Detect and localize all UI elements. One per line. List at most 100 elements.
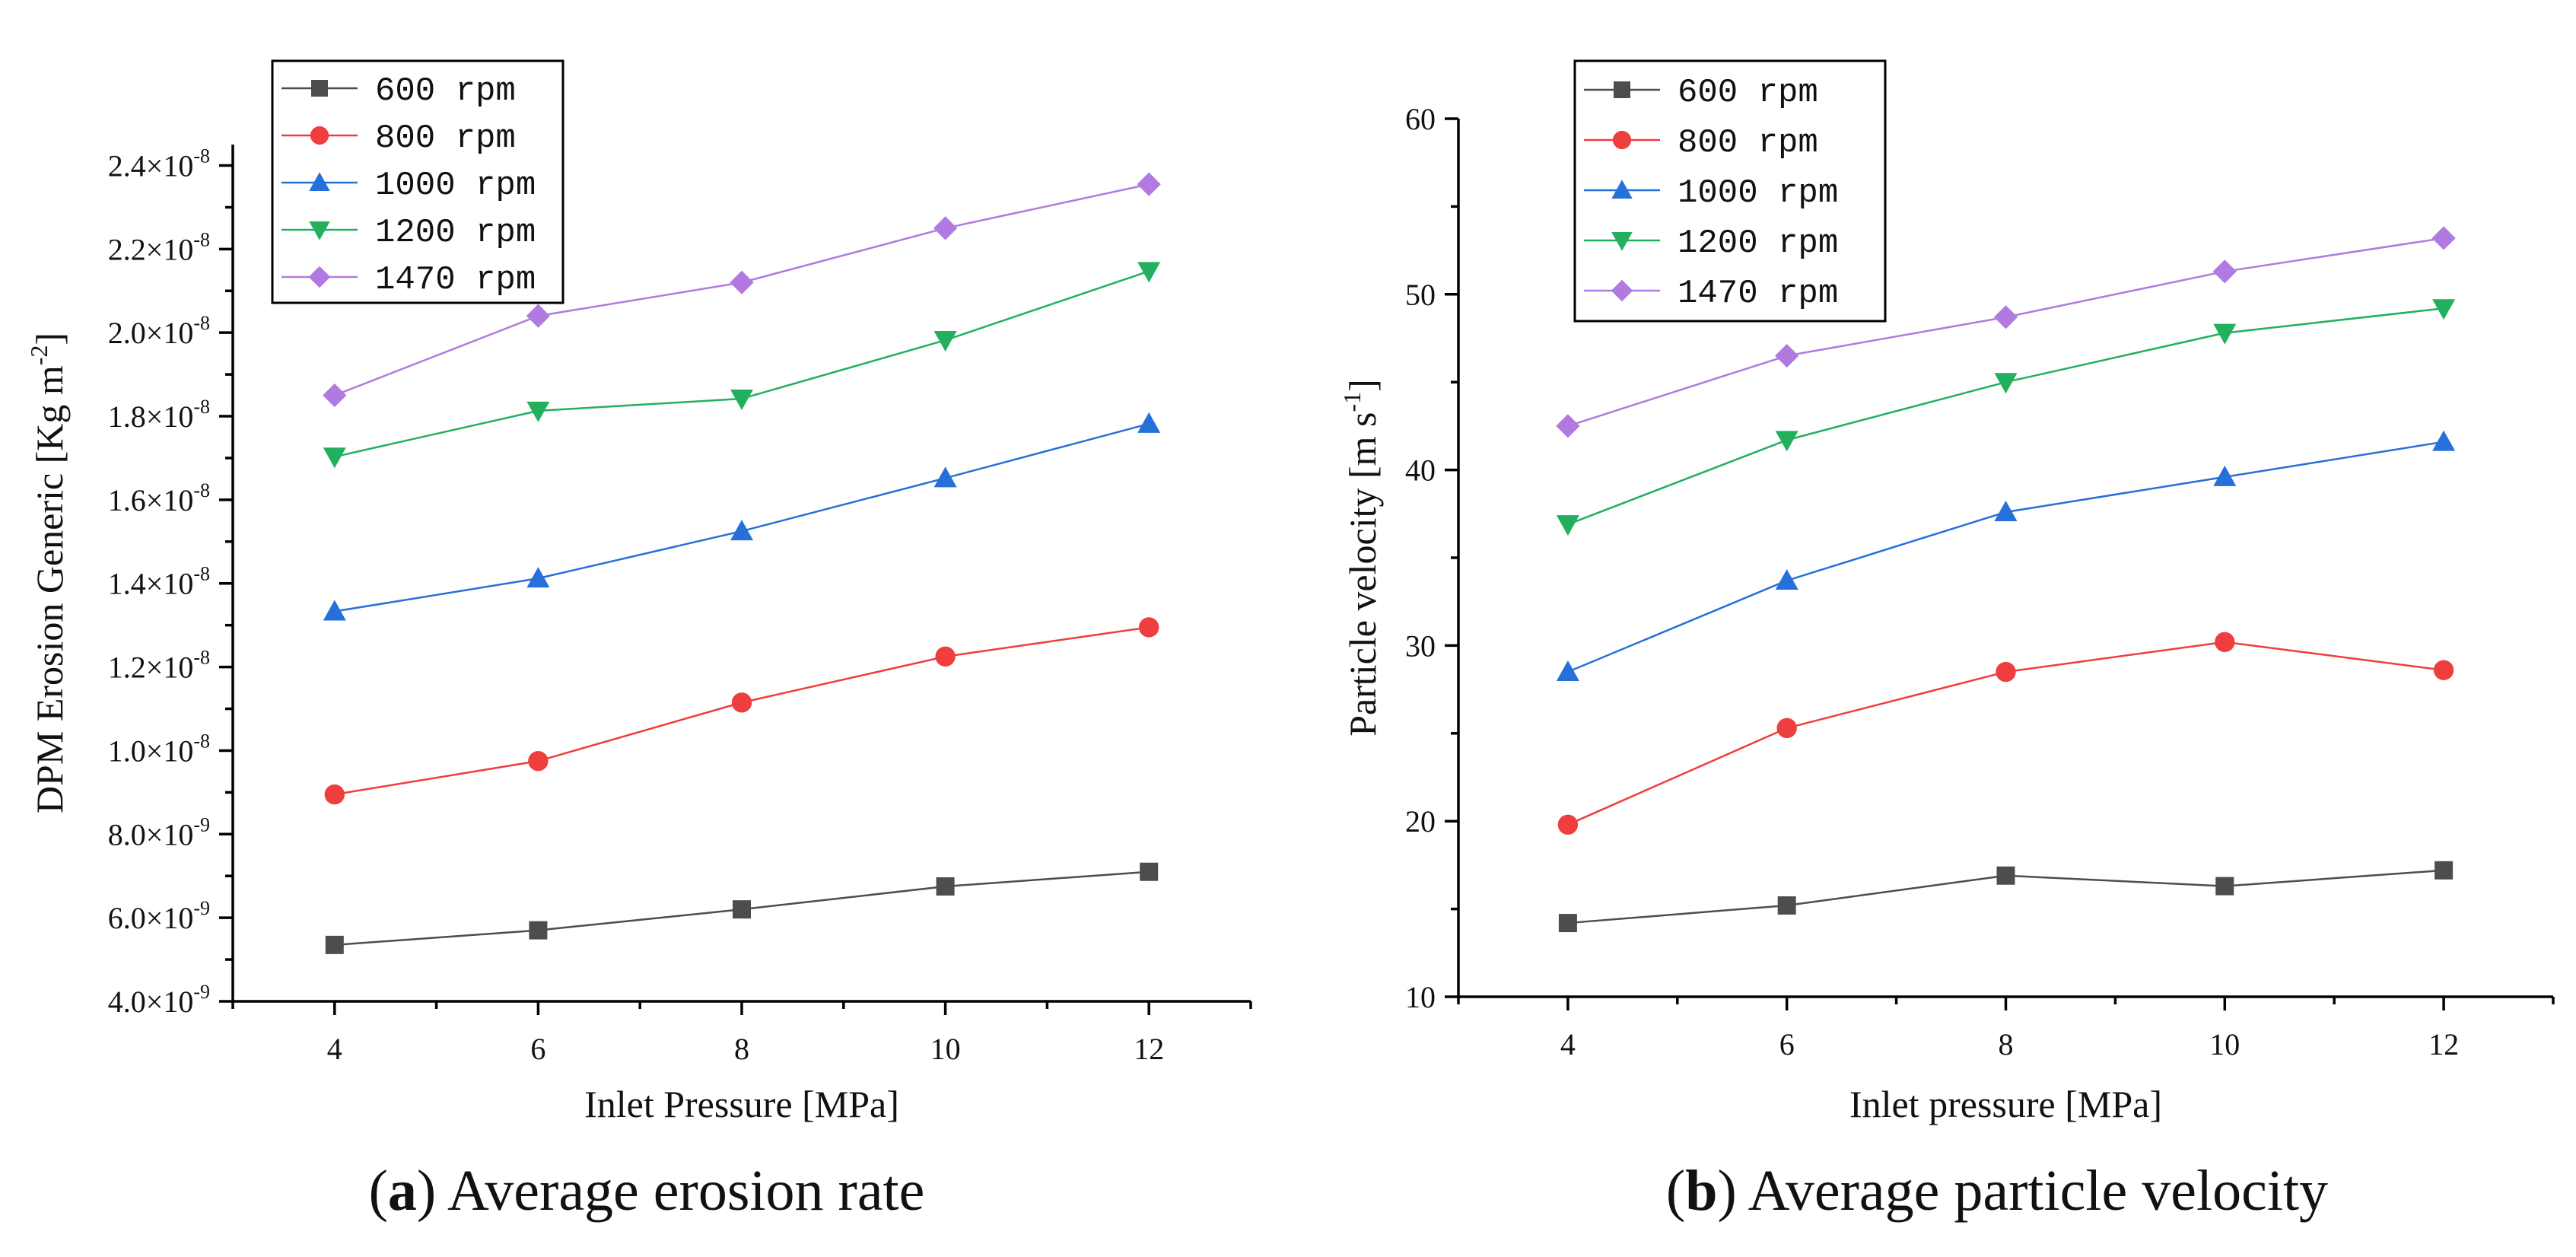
y-tick-times: ×10 bbox=[146, 901, 194, 935]
y-axis-title: Particle velocity [m s-1] bbox=[1338, 379, 1384, 737]
legend: 600 rpm 800 rpm 1000 rpm 1200 rpm 1470 rpm bbox=[271, 59, 564, 304]
data-point bbox=[1137, 412, 1161, 433]
panel-caption: (a) Average erosion rate bbox=[369, 1159, 925, 1223]
legend-label: 1200 rpm bbox=[375, 214, 536, 252]
y-tick-text: 30 bbox=[1405, 628, 1436, 663]
y-axis-title-text: DPM Erosion Generic [Kg m bbox=[28, 365, 71, 813]
y-tick-mantissa: 1.4 bbox=[108, 567, 146, 601]
x-tick-label: 10 bbox=[2209, 1027, 2240, 1061]
data-point bbox=[1556, 515, 1579, 536]
data-point bbox=[730, 520, 753, 541]
legend: 600 rpm 800 rpm 1000 rpm 1200 rpm 1470 rpm bbox=[1573, 59, 1887, 323]
data-point bbox=[2215, 632, 2235, 652]
data-point bbox=[1556, 660, 1579, 682]
data-point bbox=[730, 270, 754, 294]
y-tick-label: 40 bbox=[1405, 453, 1436, 488]
y-tick-exponent: -8 bbox=[193, 312, 210, 334]
y-tick-times: ×10 bbox=[146, 985, 194, 1019]
y-tick-label: 2.0×10-8 bbox=[108, 312, 210, 350]
caption-paren-open: ( bbox=[369, 1159, 388, 1223]
y-tick-mantissa: 2.2 bbox=[108, 232, 146, 266]
legend-marker bbox=[308, 266, 331, 288]
y-tick-text: 20 bbox=[1405, 804, 1436, 839]
y-tick-exponent: -9 bbox=[193, 981, 210, 1003]
y-tick-mantissa: 4.0 bbox=[108, 985, 146, 1019]
legend-marker bbox=[1611, 232, 1633, 251]
legend-label: 600 rpm bbox=[1678, 74, 1818, 112]
y-tick-mantissa: 1.8 bbox=[108, 399, 146, 434]
x-tick-label: 8 bbox=[1999, 1027, 2014, 1061]
data-point bbox=[529, 921, 548, 940]
y-tick-label: 1.0×10-8 bbox=[108, 730, 210, 768]
y-tick-label: 8.0×10-9 bbox=[108, 813, 210, 851]
y-tick-text: 40 bbox=[1405, 453, 1436, 488]
caption-panel-label: a bbox=[388, 1159, 417, 1223]
x-tick-label: 6 bbox=[1779, 1027, 1795, 1061]
y-tick-times: ×10 bbox=[146, 567, 194, 601]
y-tick-text: 60 bbox=[1405, 102, 1436, 136]
y-tick-label: 20 bbox=[1405, 804, 1436, 839]
data-point bbox=[1996, 661, 2016, 683]
data-point bbox=[526, 567, 550, 588]
data-point bbox=[936, 877, 955, 896]
data-point bbox=[1557, 814, 1579, 835]
y-tick-mantissa: 6.0 bbox=[108, 901, 146, 935]
y-tick-exponent: -8 bbox=[193, 647, 210, 669]
data-point bbox=[2431, 226, 2456, 250]
legend-label: 1470 rpm bbox=[1678, 275, 1838, 313]
data-point bbox=[526, 304, 550, 328]
panel-caption: (b) Average particle velocity bbox=[1666, 1159, 2328, 1223]
y-tick-mantissa: 8.0 bbox=[108, 817, 146, 851]
legend-marker bbox=[1611, 279, 1633, 302]
y-axis-title-bracket: ] bbox=[28, 333, 71, 345]
y-tick-label: 4.0×10-9 bbox=[108, 981, 210, 1019]
y-tick-exponent: -8 bbox=[193, 145, 210, 167]
panel-erosion-rate: 4.0×10-96.0×10-98.0×10-91.0×10-81.2×10-8… bbox=[25, 59, 1252, 1223]
data-point bbox=[1775, 343, 1799, 368]
data-point bbox=[933, 466, 957, 488]
y-tick-exponent: -9 bbox=[193, 897, 210, 919]
data-point bbox=[730, 389, 753, 410]
data-point bbox=[933, 331, 957, 352]
legend-marker bbox=[309, 221, 330, 240]
data-point bbox=[1558, 914, 1577, 933]
data-point bbox=[2215, 877, 2234, 896]
y-tick-exponent: -8 bbox=[193, 396, 210, 418]
y-tick-exponent: -8 bbox=[193, 563, 210, 585]
y-tick-text: 10 bbox=[1405, 980, 1436, 1014]
data-point bbox=[1140, 862, 1159, 881]
caption-paren-open: ( bbox=[1666, 1159, 1685, 1223]
y-tick-label: 30 bbox=[1405, 628, 1436, 663]
data-point bbox=[2432, 299, 2456, 320]
caption-text: Average particle velocity bbox=[1748, 1159, 2328, 1223]
data-point bbox=[1137, 172, 1161, 196]
x-tick-label: 4 bbox=[327, 1032, 342, 1066]
x-tick-label: 4 bbox=[1560, 1027, 1576, 1061]
y-tick-exponent: -8 bbox=[193, 228, 210, 250]
y-tick-label: 1.4×10-8 bbox=[108, 563, 210, 601]
y-tick-label: 1.2×10-8 bbox=[108, 647, 210, 685]
data-point bbox=[2213, 323, 2237, 345]
data-point bbox=[1137, 262, 1161, 283]
y-tick-exponent: -8 bbox=[193, 730, 210, 752]
legend-marker bbox=[311, 80, 328, 97]
data-point bbox=[2434, 861, 2454, 880]
data-point bbox=[325, 935, 344, 954]
y-axis-title-superscript: -2 bbox=[25, 345, 52, 366]
y-tick-label: 6.0×10-9 bbox=[108, 897, 210, 935]
caption-panel-label: b bbox=[1685, 1159, 1717, 1223]
y-tick-mantissa: 1.0 bbox=[108, 734, 146, 768]
data-point bbox=[1556, 414, 1580, 438]
data-point bbox=[2432, 430, 2456, 451]
y-tick-times: ×10 bbox=[146, 651, 194, 685]
y-tick-times: ×10 bbox=[146, 316, 194, 350]
legend-marker bbox=[310, 126, 329, 145]
data-point bbox=[935, 646, 956, 667]
y-tick-mantissa: 1.6 bbox=[108, 483, 146, 517]
y-tick-times: ×10 bbox=[146, 817, 194, 851]
panel-particle-velocity: 10 20 30 40 50 60 4 6 8 10 12 Inlet pressure [MPa] P… bbox=[1338, 59, 2555, 1223]
caption-paren-close: ) bbox=[1718, 1159, 1748, 1223]
y-tick-label: 2.2×10-8 bbox=[108, 228, 210, 266]
data-point bbox=[526, 401, 550, 422]
